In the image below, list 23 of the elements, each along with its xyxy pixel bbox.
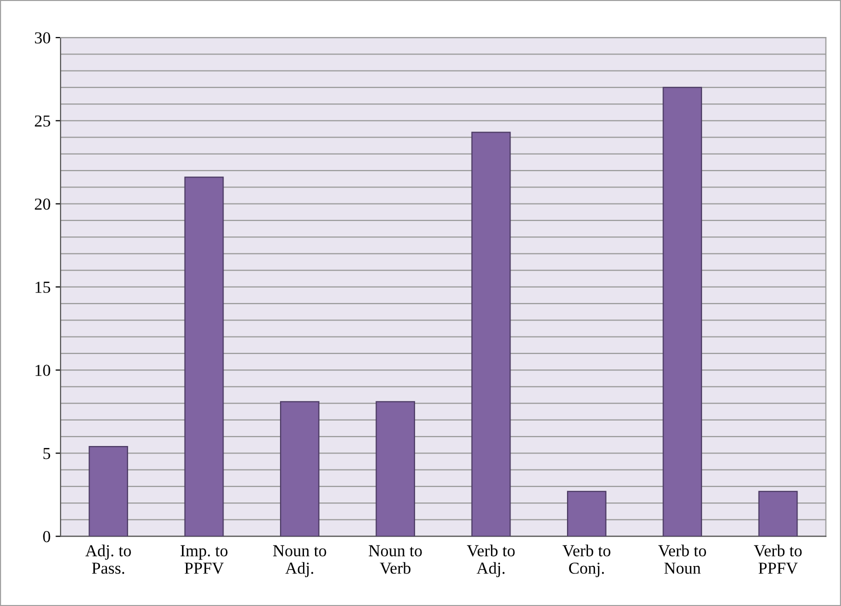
x-tick-label: Verb to Conj. — [562, 544, 610, 578]
bar — [758, 490, 798, 536]
bar — [184, 176, 224, 536]
y-tick-label: 10 — [36, 364, 50, 376]
y-tick-label: 0 — [43, 531, 50, 542]
bar — [376, 401, 416, 536]
x-tick-label: Verb to PPFV — [754, 544, 802, 574]
bar — [662, 86, 702, 536]
y-tick-label: 25 — [34, 115, 50, 127]
y-tick-label: 20 — [34, 198, 50, 210]
bar — [88, 446, 128, 536]
x-tick-label: Noun to Verb — [368, 545, 422, 574]
x-tick-label: Verb to Adj. — [466, 544, 515, 578]
x-tick-label: Verb to Noun — [658, 544, 706, 574]
bar — [471, 132, 511, 536]
x-tick-label: Noun to Adj. — [273, 545, 326, 578]
y-tick-label: 5 — [43, 448, 50, 460]
y-tick-label: 30 — [34, 32, 50, 44]
bar — [280, 401, 320, 536]
x-tick-label: Imp. to PPFV — [180, 545, 228, 574]
bar — [567, 490, 606, 536]
y-tick-label: 15 — [36, 282, 50, 293]
x-tick-label: Adj. to Pass. — [85, 544, 131, 574]
